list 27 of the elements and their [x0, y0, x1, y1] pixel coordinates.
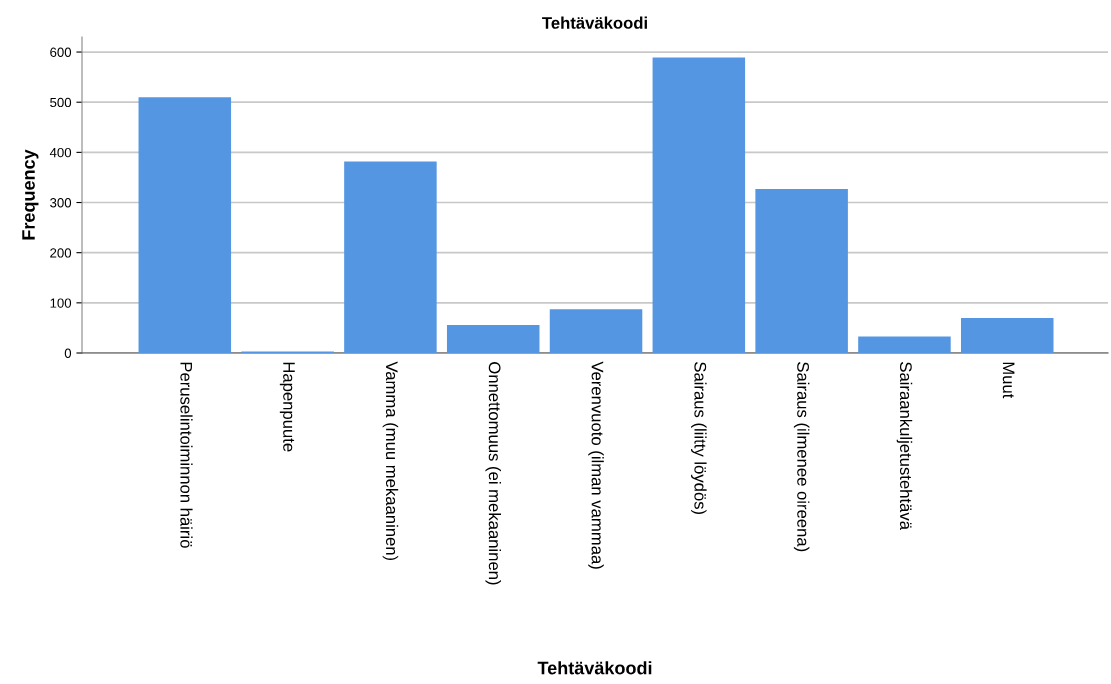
- bar: [344, 161, 437, 353]
- y-tick-label: 600: [50, 47, 72, 57]
- y-tick-label: 400: [49, 147, 72, 158]
- y-tick-label: 200: [50, 248, 72, 258]
- x-axis-title: Tehtäväkoodi: [537, 661, 652, 675]
- y-tick-label: 300: [50, 198, 72, 208]
- x-tick-label: Muut: [1002, 362, 1015, 399]
- x-tick-label: Sairaus (liitty löydös): [691, 362, 707, 515]
- bar: [755, 188, 848, 353]
- x-tick-label: Hapenpuute: [279, 362, 295, 452]
- bar: [858, 336, 951, 353]
- bar: [446, 324, 540, 353]
- y-axis-title: Frequency: [22, 149, 39, 240]
- bar: [549, 309, 643, 353]
- chart-title: Tehtäväkoodi: [542, 16, 647, 29]
- x-tick-label: Peruselintoiminnon häiriö: [180, 362, 193, 548]
- y-tick-label: 500: [50, 97, 72, 108]
- x-tick-label: Sairaus (ilmenee oireena): [793, 362, 810, 552]
- bar: [652, 57, 746, 353]
- x-tick-label: Onnettomuus (ei mekaaninen): [485, 362, 501, 585]
- x-tick-label: Vamma (muu mekaaninen): [382, 361, 399, 561]
- y-tick-label: 0: [64, 348, 72, 358]
- x-tick-label: Sairaankuljetustehtävä: [896, 362, 913, 530]
- bar: [138, 97, 232, 353]
- x-tick-label: Verenvuoto (ilman vammaa): [588, 361, 604, 569]
- bar: [960, 317, 1054, 353]
- y-tick-label: 100: [50, 298, 72, 308]
